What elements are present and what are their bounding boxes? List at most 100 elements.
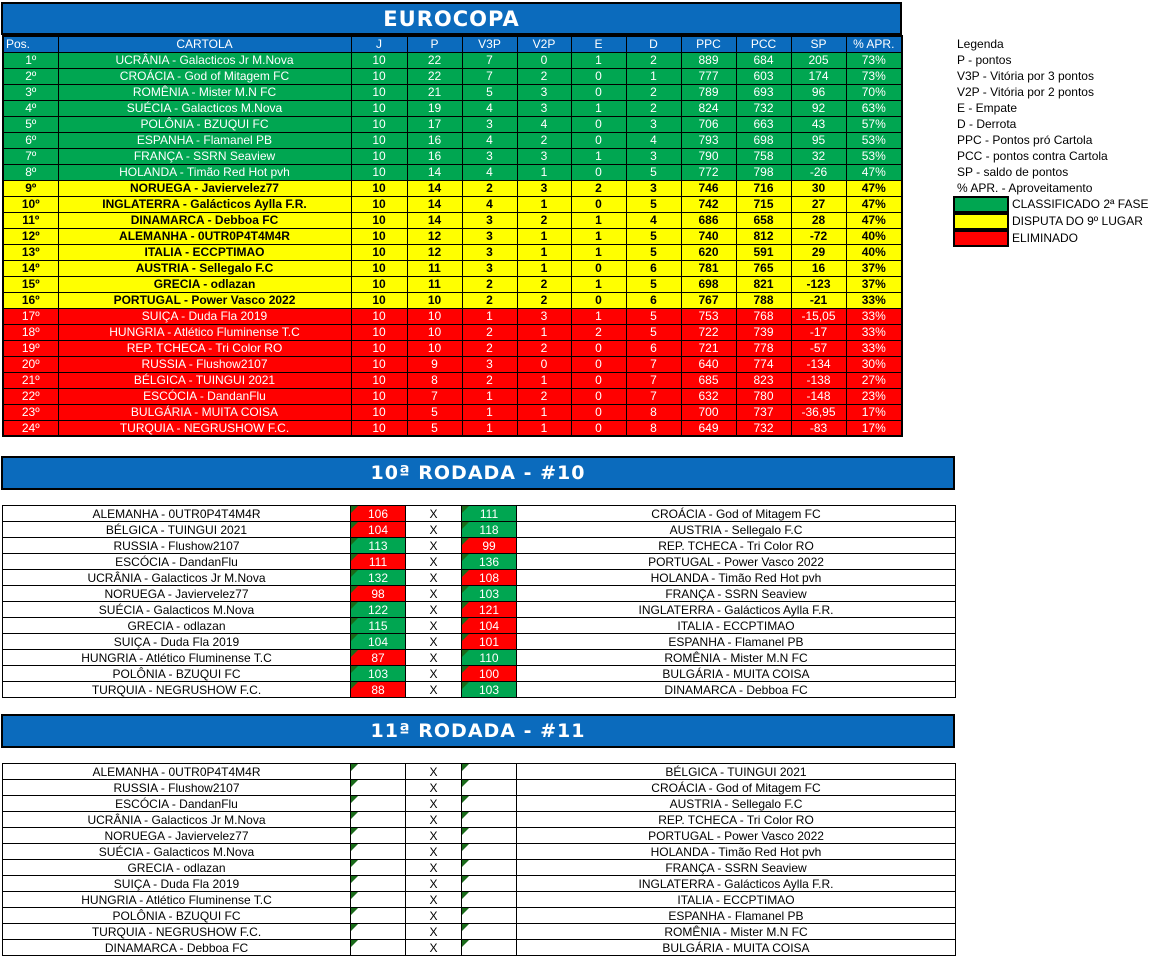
home-score[interactable] — [350, 875, 406, 892]
cell-d: 5 — [625, 227, 682, 245]
away-score[interactable] — [461, 795, 517, 812]
header-sp[interactable]: SP — [790, 35, 847, 53]
cell-p: 12 — [406, 227, 463, 245]
header-pos[interactable]: Pos. — [2, 35, 59, 53]
home-score[interactable] — [350, 907, 406, 924]
home-team: ALEMANHA - 0UTR0P4T4M4R — [2, 763, 351, 780]
header-v2p[interactable]: V2P — [516, 35, 572, 53]
home-score[interactable] — [350, 891, 406, 908]
comment-marker-icon — [462, 876, 469, 883]
home-team: TURQUIA - NEGRUSHOW F.C. — [2, 923, 351, 940]
away-score[interactable] — [461, 811, 517, 828]
table-row: 3º ROMÊNIA - Mister M.N FC 10 21 5 3 0 2 789 693 9… — [2, 83, 903, 101]
home-score[interactable] — [350, 827, 406, 844]
home-score[interactable]: 98 — [350, 585, 406, 602]
header-cartola[interactable]: CARTOLA — [57, 35, 352, 53]
cell-j: 10 — [350, 419, 408, 437]
home-score[interactable]: 88 — [350, 681, 406, 698]
home-team: TURQUIA - NEGRUSHOW F.C. — [2, 681, 351, 698]
cell-cartola: SUÉCIA - Galacticos M.Nova — [57, 99, 352, 117]
cell-pcc: 780 — [735, 387, 792, 405]
home-score[interactable]: 104 — [350, 521, 406, 538]
cell-sp: -26 — [790, 163, 847, 181]
home-score[interactable] — [350, 811, 406, 828]
comment-marker-icon — [351, 650, 358, 657]
home-score[interactable] — [350, 923, 406, 940]
cell-ppc: 640 — [680, 355, 737, 373]
table-row: 1º UCRÂNIA - Galacticos Jr M.Nova 10 22 7 0 1 2… — [2, 51, 903, 69]
away-score[interactable]: 111 — [461, 505, 517, 522]
away-score[interactable]: 103 — [461, 585, 517, 602]
away-score[interactable]: 108 — [461, 569, 517, 586]
away-score[interactable]: 110 — [461, 649, 517, 666]
away-score[interactable] — [461, 859, 517, 876]
header-p[interactable]: P — [406, 35, 463, 53]
cell-v3p: 3 — [461, 355, 518, 373]
match-row: GRECIA - odlazan X FRANÇA - SSRN Seaview — [2, 859, 956, 876]
home-score[interactable]: 87 — [350, 649, 406, 666]
home-team: ESCÓCIA - DandanFlu — [2, 795, 351, 812]
header-v3p[interactable]: V3P — [461, 35, 518, 53]
home-score[interactable]: 106 — [350, 505, 406, 522]
match-row: ALEMANHA - 0UTR0P4T4M4R X BÉLGICA - TUIN… — [2, 763, 956, 780]
comment-marker-icon — [462, 682, 469, 689]
away-score[interactable] — [461, 891, 517, 908]
home-team: DINAMARCA - Debboa FC — [2, 939, 351, 956]
away-score[interactable]: 100 — [461, 665, 517, 682]
header-e[interactable]: E — [570, 35, 627, 53]
home-score[interactable] — [350, 843, 406, 860]
away-score[interactable] — [461, 907, 517, 924]
comment-marker-icon — [462, 892, 469, 899]
home-score[interactable]: 122 — [350, 601, 406, 618]
cell-pcc: 684 — [735, 51, 792, 69]
home-score[interactable]: 111 — [350, 553, 406, 570]
header-ppc[interactable]: PPC — [680, 35, 737, 53]
away-score[interactable]: 104 — [461, 617, 517, 634]
home-score[interactable] — [350, 779, 406, 796]
header-apr[interactable]: % APR. — [845, 35, 903, 53]
away-score[interactable] — [461, 843, 517, 860]
home-score[interactable] — [350, 939, 406, 956]
legend-item: P - pontos — [957, 53, 1012, 67]
away-score[interactable]: 136 — [461, 553, 517, 570]
away-score[interactable] — [461, 827, 517, 844]
home-score[interactable] — [350, 795, 406, 812]
legend-title: Legenda — [957, 37, 1004, 51]
home-score[interactable]: 103 — [350, 665, 406, 682]
round-title: 11ª RODADA - #11 — [1, 714, 955, 748]
away-score[interactable] — [461, 763, 517, 780]
away-score[interactable] — [461, 923, 517, 940]
cell-v2p: 1 — [516, 371, 572, 389]
away-score[interactable]: 103 — [461, 681, 517, 698]
header-j[interactable]: J — [350, 35, 408, 53]
away-score[interactable] — [461, 939, 517, 956]
header-pcc[interactable]: PCC — [735, 35, 792, 53]
away-score[interactable]: 121 — [461, 601, 517, 618]
away-score[interactable] — [461, 875, 517, 892]
comment-marker-icon — [351, 892, 358, 899]
away-score[interactable]: 99 — [461, 537, 517, 554]
page-title: EUROCOPA — [1, 2, 902, 35]
home-score[interactable] — [350, 859, 406, 876]
cell-ppc: 767 — [680, 291, 737, 309]
comment-marker-icon — [351, 570, 358, 577]
header-d[interactable]: D — [625, 35, 682, 53]
cell-pcc: 732 — [735, 99, 792, 117]
table-row: 16º PORTUGAL - Power Vasco 2022 10 10 2 2 0 6 76… — [2, 291, 903, 309]
versus-label: X — [405, 537, 462, 554]
cell-pos: 7º — [2, 147, 59, 165]
table-row: 14º AUSTRIA - Sellegalo F.C 10 11 3 1 0 6 781 765… — [2, 259, 903, 277]
home-score[interactable]: 132 — [350, 569, 406, 586]
cell-apr: 17% — [845, 419, 903, 437]
home-score[interactable]: 113 — [350, 537, 406, 554]
away-score[interactable]: 118 — [461, 521, 517, 538]
home-score[interactable]: 104 — [350, 633, 406, 650]
cell-d: 7 — [625, 387, 682, 405]
away-score[interactable] — [461, 779, 517, 796]
cell-v3p: 5 — [461, 83, 518, 101]
home-score[interactable] — [350, 763, 406, 780]
away-score[interactable]: 101 — [461, 633, 517, 650]
home-score[interactable]: 115 — [350, 617, 406, 634]
match-row: HUNGRIA - Atlético Fluminense T.C 87 X 1… — [2, 649, 956, 666]
cell-pcc: 663 — [735, 115, 792, 133]
